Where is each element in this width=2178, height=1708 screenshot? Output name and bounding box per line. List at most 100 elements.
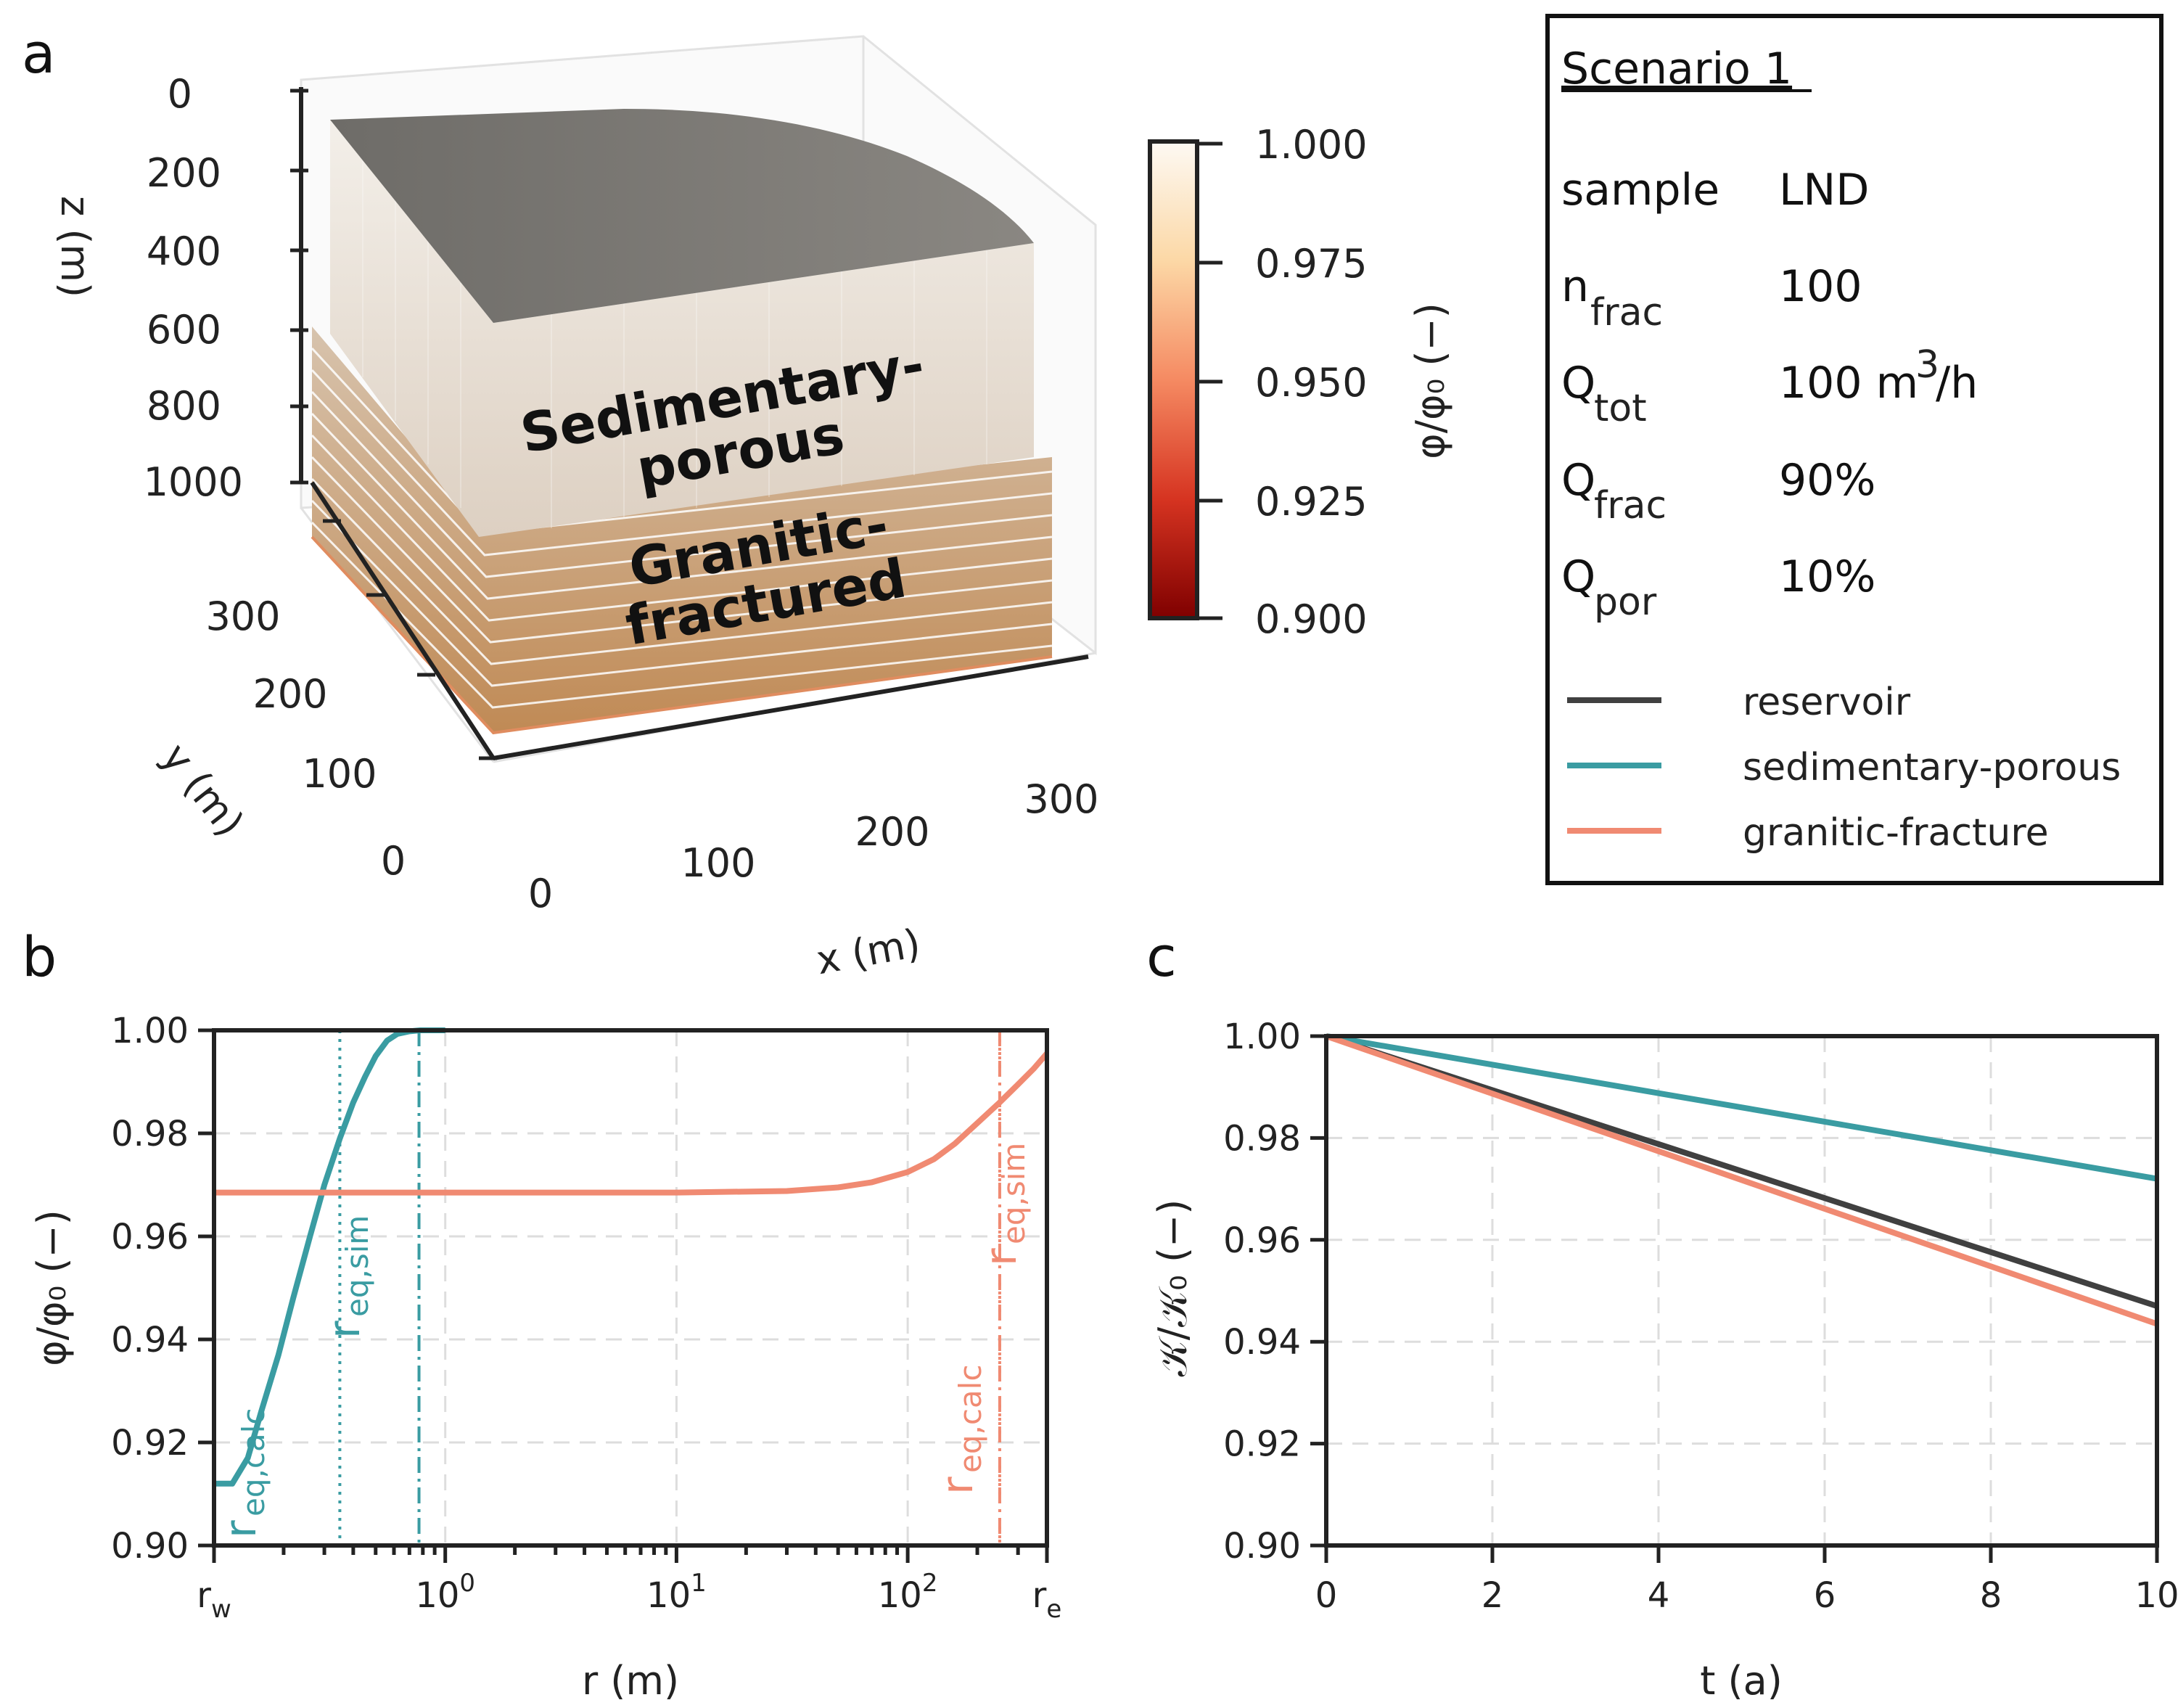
z-tick: 0 [168, 71, 192, 117]
xtick-label: 4 [1648, 1575, 1670, 1616]
annot-label: r [976, 1248, 1027, 1266]
ytick-label: 0.94 [111, 1320, 189, 1360]
xtick-label: 102 [878, 1569, 938, 1616]
legend-row-nfrac: n frac 100 [1561, 261, 1862, 334]
annot-label: r [319, 1321, 370, 1339]
panel-label-c: c [1146, 924, 1177, 989]
series-c [1325, 1033, 2158, 1327]
legend-value: LND [1779, 165, 1870, 215]
ytick-label: 0.90 [111, 1526, 189, 1567]
y-tick: 0 [381, 838, 406, 884]
legend-row-qtot: Q tot 100 m 3 /h [1561, 343, 1978, 430]
y-axis-label: y (m) [152, 735, 252, 845]
ylabel-b: φ/φ₀ (−) [29, 1210, 75, 1366]
ytick-label: 0.92 [111, 1423, 189, 1463]
legend-key-sub: por [1594, 580, 1657, 624]
ytick-label: 0.96 [111, 1217, 189, 1257]
ytick-label: 1.00 [1223, 1017, 1301, 1057]
panel-label-b: b [22, 924, 57, 989]
xlabel-b: r (m) [582, 1658, 679, 1704]
ytick-label: 0.92 [1223, 1424, 1301, 1465]
legend-key: Q [1561, 551, 1595, 602]
colorbar-tick: 1.000 [1255, 122, 1368, 168]
axes-frame-c [1324, 1034, 2159, 1548]
legend-series-granitic: granitic-fracture [1567, 811, 2049, 855]
legend-key-sub: frac [1590, 291, 1663, 334]
ylabel-c: 𝒦/𝒦₀ (−) [1150, 1199, 1196, 1377]
reference-lines-b [338, 1030, 1001, 1545]
y-tick: 100 [302, 751, 377, 797]
colorbar: 1.000 0.975 0.950 0.925 0.900 φ/φ₀ (−) [1148, 122, 1453, 642]
annot-teal-sim: r eq,sim [319, 1215, 375, 1339]
y-tick: 300 [205, 594, 280, 639]
legend-value: 90% [1779, 455, 1875, 506]
xtick-label: re [1032, 1575, 1062, 1624]
ytick-label: 0.98 [1223, 1118, 1301, 1159]
legend-key: Q [1561, 455, 1595, 506]
ytick-label: 0.96 [1223, 1220, 1301, 1261]
z-tick: 1000 [144, 459, 243, 505]
x-ticks: 0 100 200 300 [528, 776, 1099, 916]
y-ticks: 300 200 100 0 [205, 594, 406, 884]
legend-value: 100 m [1779, 358, 1918, 408]
legend-value: 100 [1779, 261, 1862, 312]
minor-ticks-b [282, 1545, 1020, 1555]
legend-row-sample: sample LND [1561, 165, 1870, 215]
panel-a: a [22, 21, 1453, 983]
annot-sub: eq,sim [996, 1143, 1032, 1244]
yticks-b: 0.90 0.92 0.94 0.96 0.98 1.00 [111, 1011, 214, 1567]
sedimentary-block [330, 109, 1034, 537]
annot-sub: eq,sim [340, 1215, 375, 1317]
series-line-granitic-fracture [214, 1051, 1050, 1196]
panel-label-a: a [22, 21, 56, 86]
series-line-sedimentary-porous [1326, 1033, 2158, 1182]
xlabel-c: t (a) [1700, 1658, 1783, 1704]
x-axis-label: x (m) [813, 920, 924, 983]
z-tick: 400 [147, 229, 221, 274]
grid-c [1325, 1035, 2158, 1547]
xticks-c: 0 2 4 6 8 10 [1315, 1545, 2178, 1616]
legend-key-sub: frac [1594, 484, 1667, 527]
annot-sub: eq,calc [953, 1365, 988, 1473]
z-tick: 600 [147, 307, 221, 353]
xtick-label: 6 [1814, 1575, 1836, 1616]
legend-series-label: reservoir [1743, 681, 1911, 724]
xticks-b: rw 100 101 102 re [197, 1545, 1061, 1624]
colorbar-tick: 0.975 [1255, 241, 1368, 287]
xtick-label: 8 [1980, 1575, 2002, 1616]
legend-series-label: granitic-fracture [1743, 811, 2049, 855]
xtick-label: 101 [646, 1569, 707, 1616]
xtick-label: 2 [1482, 1575, 1504, 1616]
legend-title: Scenario 1 [1561, 44, 1792, 94]
y-tick: 200 [252, 671, 327, 717]
z-ticks: 0 200 400 600 800 1000 [144, 71, 243, 505]
legend-key: Q [1561, 358, 1595, 408]
annot-salmon-calc: r eq,calc [932, 1365, 988, 1495]
legend-value-tail: /h [1936, 358, 1978, 408]
legend-key: n [1561, 261, 1589, 312]
xtick-label: 10 [2134, 1575, 2178, 1616]
ytick-label: 0.94 [1223, 1322, 1301, 1363]
annot-label: r [932, 1477, 983, 1495]
annot-label: r [215, 1520, 266, 1538]
yticks-c: 0.90 0.92 0.94 0.96 0.98 1.00 [1223, 1017, 1326, 1567]
colorbar-label: φ/φ₀ (−) [1408, 303, 1453, 459]
legend-value-sup: 3 [1915, 343, 1939, 387]
annot-sub: eq,calc [236, 1408, 271, 1516]
ytick-label: 1.00 [111, 1011, 189, 1051]
annot-teal-calc: r eq,calc [215, 1408, 271, 1538]
legend-row-qfrac: Q frac 90% [1561, 455, 1875, 527]
axes-3d [299, 87, 1089, 760]
x-tick: 300 [1024, 776, 1098, 822]
x-tick: 100 [681, 840, 755, 886]
ytick-label: 0.90 [1223, 1526, 1301, 1567]
legend-key-sub: tot [1594, 387, 1647, 430]
top-surface [330, 109, 1034, 323]
xtick-label: 0 [1315, 1575, 1338, 1616]
colorbar-tick: 0.900 [1255, 596, 1368, 642]
series-line-granitic-fracture [1325, 1033, 2158, 1327]
axes-frame-b [212, 1028, 1049, 1548]
z-tick: 800 [147, 383, 221, 429]
legend-value: 10% [1779, 551, 1875, 602]
legend-row-qpor: Q por 10% [1561, 551, 1875, 624]
